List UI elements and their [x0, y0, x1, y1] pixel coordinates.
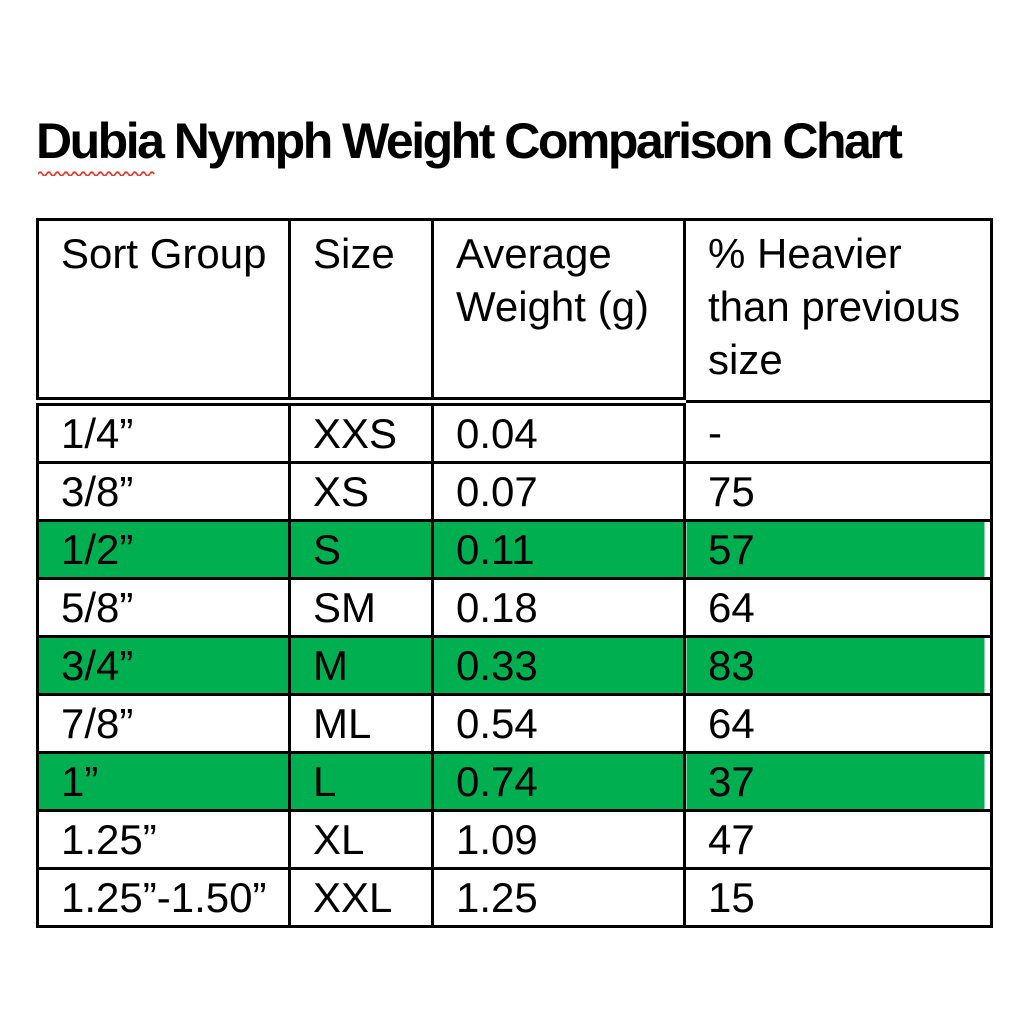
cell-size: XXS: [288, 400, 434, 464]
cell-size: XL: [288, 809, 434, 870]
column-header-sort-group: Sort Group: [36, 218, 291, 406]
cell-sort-group: 7/8”: [36, 693, 291, 754]
cell-avg-weight: 1.09: [431, 809, 686, 870]
cell-avg-weight: 0.54: [431, 693, 686, 754]
table-row: 5/8” SM 0.18 64: [36, 577, 993, 638]
table-row: 7/8” ML 0.54 64: [36, 693, 993, 754]
table-row: 1/2” S 0.11 57: [36, 519, 993, 580]
cell-size: L: [288, 751, 434, 812]
spellcheck-squiggle: [38, 171, 155, 176]
cell-pct-heavier: 47: [683, 809, 993, 870]
title-rest: Nymph Weight Comparison Chart: [162, 113, 903, 169]
cell-pct-heavier: 64: [683, 577, 993, 638]
cell-avg-weight: 0.07: [431, 461, 686, 522]
title-word-dubia: Dubia: [36, 112, 165, 176]
cell-avg-weight: 0.33: [431, 635, 686, 696]
weight-comparison-table: Sort Group Size Average Weight (g) % Hea…: [36, 218, 993, 928]
column-header-pct-heavier: % Heavier than previous size: [683, 218, 993, 403]
cell-sort-group: 1/4”: [36, 400, 291, 464]
cell-pct-heavier: 83: [683, 635, 993, 696]
cell-size: M: [288, 635, 434, 696]
table-row: 1” L 0.74 37: [36, 751, 993, 812]
cell-avg-weight: 0.04: [431, 400, 686, 464]
cell-avg-weight: 0.18: [431, 577, 686, 638]
cell-pct-heavier: 75: [683, 461, 993, 522]
cell-pct-heavier: 57: [683, 519, 993, 580]
column-header-average-weight: Average Weight (g): [431, 218, 686, 406]
table-row: 1/4” XXS 0.04 -: [36, 400, 993, 464]
cell-sort-group: 1”: [36, 751, 291, 812]
cell-pct-heavier: 15: [683, 867, 993, 928]
cell-size: SM: [288, 577, 434, 638]
cell-size: XS: [288, 461, 434, 522]
header-row: Sort Group Size Average Weight (g) % Hea…: [36, 218, 993, 406]
table-row: 1.25”-1.50” XXL 1.25 15: [36, 867, 993, 928]
column-header-size: Size: [288, 218, 434, 406]
cell-avg-weight: 1.25: [431, 867, 686, 928]
table-header: Sort Group Size Average Weight (g) % Hea…: [36, 218, 993, 406]
cell-sort-group: 3/8”: [36, 461, 291, 522]
title-word-text: Dubia: [36, 113, 165, 169]
cell-avg-weight: 0.74: [431, 751, 686, 812]
table-row: 1.25” XL 1.09 47: [36, 809, 993, 870]
cell-size: S: [288, 519, 434, 580]
cell-size: ML: [288, 693, 434, 754]
table-row: 3/4” M 0.33 83: [36, 635, 993, 696]
cell-sort-group: 1/2”: [36, 519, 291, 580]
table-row: 3/8” XS 0.07 75: [36, 461, 993, 522]
cell-sort-group: 5/8”: [36, 577, 291, 638]
cell-pct-heavier: -: [683, 400, 993, 464]
cell-pct-heavier: 64: [683, 693, 993, 754]
table-body: 1/4” XXS 0.04 - 3/8” XS 0.07 75 1/2” S 0…: [36, 400, 993, 928]
cell-sort-group: 3/4”: [36, 635, 291, 696]
cell-avg-weight: 0.11: [431, 519, 686, 580]
cell-sort-group: 1.25”: [36, 809, 291, 870]
cell-size: XXL: [288, 867, 434, 928]
page-title: Dubia Nymph Weight Comparison Chart: [36, 112, 903, 176]
cell-sort-group: 1.25”-1.50”: [36, 867, 291, 928]
cell-pct-heavier: 37: [683, 751, 993, 812]
